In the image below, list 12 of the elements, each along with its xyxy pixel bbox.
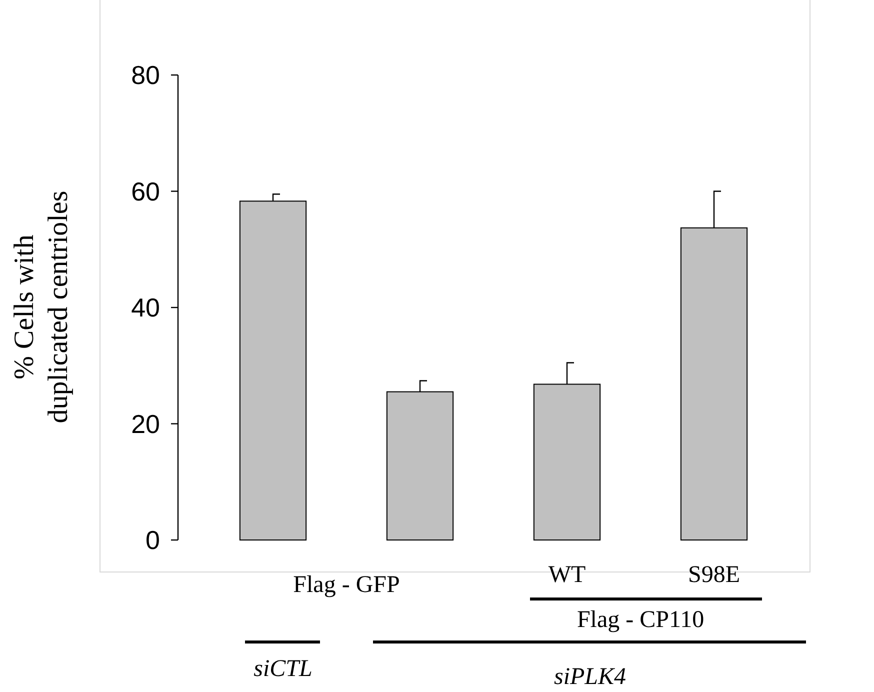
y-axis-title: % Cells with duplicated centrioles bbox=[9, 190, 74, 424]
text: Flag - GFP bbox=[293, 572, 400, 598]
y-tick-label: 60 bbox=[131, 176, 160, 206]
text: siPLK4 bbox=[554, 664, 626, 690]
x-tick-label: S98E bbox=[688, 562, 740, 588]
y-tick-label: 20 bbox=[131, 408, 160, 439]
y-tick-label: 80 bbox=[131, 60, 160, 90]
text: siCTL bbox=[254, 656, 312, 682]
y-tick-label: 40 bbox=[131, 292, 160, 323]
x-tick-label: WT bbox=[548, 562, 586, 588]
text: Flag - CP110 bbox=[576, 607, 704, 633]
y-tick-label: 0 bbox=[146, 525, 160, 556]
